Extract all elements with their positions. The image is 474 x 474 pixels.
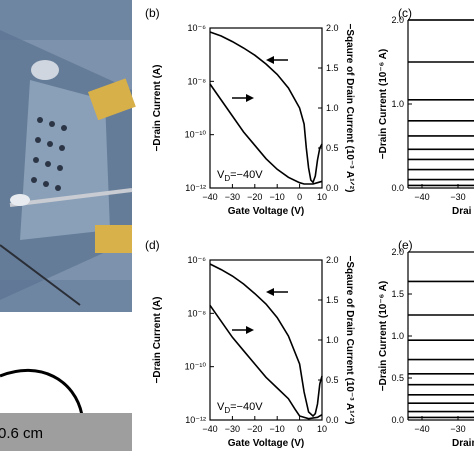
log-current-curve	[209, 83, 323, 185]
y2-tick-label: 2.0	[326, 255, 339, 265]
x-tick-label: −30	[225, 424, 240, 434]
x-axis-label: Gate Voltage (V)	[228, 438, 305, 449]
x-tick-label: −30	[450, 192, 465, 202]
y-tick-label: 0.0	[391, 183, 404, 193]
y2-tick-label: 1.0	[326, 103, 339, 113]
panel-letter: (d)	[145, 238, 160, 252]
y2-tick-label: 1.0	[326, 335, 339, 345]
y-tick-label: 0.0	[391, 415, 404, 425]
y-axis-label: −Drain Current (A)	[152, 65, 163, 152]
panel-b: (b) −40 −30 −20 −10 0 10 Gate Voltage (V) 10⁻⁶ 10…	[145, 6, 355, 217]
y2-tick-label: 0.5	[326, 375, 339, 385]
y-tick-label: 10⁻⁶	[188, 23, 207, 33]
panel-d: (d) −40 −30 −20 −10 0 10 Gate Voltage (V) 10⁻⁶ 10…	[145, 238, 355, 449]
x-tick-label: −30	[225, 192, 240, 202]
scale-bar	[0, 413, 132, 451]
y-tick-label: 10⁻¹⁰	[185, 130, 207, 140]
panel-letter: (e)	[398, 238, 413, 252]
y-tick-label: 10⁻⁶	[188, 255, 207, 265]
y-tick-label: 10⁻¹²	[185, 183, 206, 193]
x-tick-label: −40	[202, 192, 217, 202]
panel-c: (c) 0.0 1.0 2.0 −Drain Current (10⁻⁶ A) −40 −3…	[378, 6, 474, 217]
y-tick-label: 2.0	[391, 15, 404, 25]
y-tick-label: 0.5	[391, 373, 404, 383]
x-axis-label: Drain	[452, 438, 474, 449]
y-tick-label: 1.0	[391, 331, 404, 341]
x-tick-label: −20	[247, 424, 262, 434]
y-axis-label: −Drain Current (A)	[152, 297, 163, 384]
panel-letter: (c)	[398, 6, 412, 20]
drain-voltage-annotation: VD=−40V	[217, 401, 263, 415]
sweep-arrow-right-head	[246, 94, 254, 102]
y2-axis-label: −Sqaure of Drain Current (10⁻³ A¹ᐟ²)	[344, 24, 355, 193]
x-tick-label: 10	[317, 424, 327, 434]
sqrt-current-curve	[209, 31, 323, 184]
y2-tick-label: 2.0	[326, 23, 339, 33]
y2-tick-label: 1.5	[326, 63, 339, 73]
y-tick-label: 10⁻⁸	[187, 308, 206, 318]
y-tick-label: 10⁻⁸	[187, 76, 206, 86]
x-tick-label: −10	[270, 424, 285, 434]
y2-axis-label: −Sqaure of Drain Current (10⁻³ A¹ᐟ²)	[344, 256, 355, 425]
y2-tick-label: 0.0	[326, 183, 339, 193]
x-tick-label: −40	[202, 424, 217, 434]
y-tick-label: 10⁻¹²	[185, 415, 206, 425]
y2-tick-label: 1.5	[326, 295, 339, 305]
x-tick-label: 0	[297, 192, 302, 202]
x-tick-label: −10	[270, 192, 285, 202]
y-tick-label: 1.5	[391, 289, 404, 299]
sweep-arrow-right-head	[246, 326, 254, 334]
bent-substrate-curve	[0, 369, 84, 416]
x-axis-label: Drai	[452, 206, 472, 217]
x-axis-label: Gate Voltage (V)	[228, 206, 305, 217]
log-current-curve	[209, 304, 323, 420]
sweep-arrow-left-head	[266, 56, 274, 64]
x-tick-label: −30	[450, 424, 465, 434]
x-tick-label: −20	[247, 192, 262, 202]
y-tick-label: 10⁻¹⁰	[185, 362, 207, 372]
y2-tick-label: 0.0	[326, 415, 339, 425]
y-tick-label: 2.0	[391, 247, 404, 257]
panel-letter: (b)	[145, 6, 160, 20]
drain-voltage-annotation: VD=−40V	[217, 169, 263, 183]
x-tick-label: 10	[317, 192, 327, 202]
panel-e: (e) 0.0 0.5 1.0 1.5 2.0 −Drain Current (10⁻⁶ A…	[378, 238, 474, 449]
x-tick-label: −40	[414, 424, 429, 434]
y-tick-label: 1.0	[391, 99, 404, 109]
y-axis-label: −Drain Current (10⁻⁶ A)	[378, 49, 389, 159]
scale-label: 0.6 cm	[0, 425, 43, 442]
device-photo	[0, 0, 136, 312]
sweep-arrow-left-head	[266, 288, 274, 296]
x-tick-label: −40	[414, 192, 429, 202]
x-tick-label: 0	[297, 424, 302, 434]
y-axis-label: −Drain Current (10⁻⁶ A)	[378, 281, 389, 391]
y2-tick-label: 0.5	[326, 143, 339, 153]
sqrt-current-curve	[209, 263, 323, 418]
